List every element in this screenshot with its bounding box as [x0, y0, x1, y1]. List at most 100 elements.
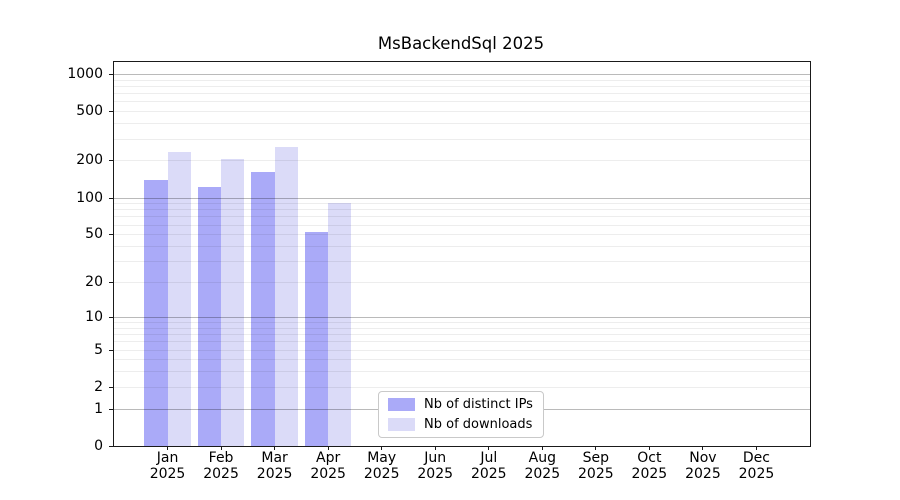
gridline-minor: [114, 138, 810, 140]
y-axis-label: 200: [76, 152, 103, 169]
x-axis-tick: [541, 446, 543, 450]
gridline-minor: [114, 216, 810, 218]
y-axis-label: 5: [94, 341, 103, 358]
y-axis-label: 1000: [67, 66, 103, 82]
bar-distinct-ips-feb: [197, 186, 222, 446]
y-axis-tick: [109, 111, 113, 113]
x-axis-tick: [167, 446, 169, 450]
gridline-minor: [114, 93, 810, 95]
legend-label-downloads: Nb of downloads: [424, 417, 533, 432]
x-axis-tick: [595, 446, 597, 450]
x-axis-label-month: May: [367, 450, 397, 466]
gridline-minor: [114, 341, 810, 343]
y-axis-tick: [109, 234, 113, 236]
x-axis-label: Jan 2025: [136, 450, 200, 482]
y-axis-tick: [109, 282, 113, 284]
y-axis-label: 20: [85, 274, 103, 291]
gridline-minor: [114, 334, 810, 336]
x-axis-label: Dec 2025: [724, 450, 788, 482]
gridline-minor: [114, 224, 810, 226]
gridline-minor: [114, 203, 810, 205]
plot-area: [113, 61, 811, 447]
x-axis-label-month: Jul: [480, 450, 498, 466]
gridline-minor: [114, 359, 810, 361]
y-axis-tick: [109, 349, 113, 351]
x-axis-label-month: Jan: [156, 450, 179, 466]
x-axis-label-month: Apr: [316, 450, 341, 466]
x-axis-label-month: Nov: [689, 450, 717, 466]
x-axis-label: Aug 2025: [510, 450, 574, 482]
x-axis-label: Oct 2025: [617, 450, 681, 482]
gridline-minor: [114, 101, 810, 103]
x-axis-label-year: 2025: [631, 465, 668, 482]
y-axis-tick: [109, 316, 113, 318]
gridline-minor: [114, 79, 810, 81]
y-axis-tick: [109, 160, 113, 162]
x-axis-tick: [434, 446, 436, 450]
y-axis-label: 10: [85, 308, 103, 325]
gridline-minor: [114, 234, 810, 236]
bar-downloads-mar: [274, 146, 298, 446]
gridline-minor: [114, 246, 810, 248]
x-axis-tick: [702, 446, 704, 450]
bar-downloads-apr: [328, 202, 352, 446]
x-axis-label: Feb 2025: [189, 450, 253, 482]
x-axis-label-month: Mar: [261, 450, 288, 466]
y-axis-tick: [109, 74, 113, 75]
x-axis-label-month: Dec: [742, 450, 770, 466]
x-axis-label: Sep 2025: [564, 450, 628, 482]
y-axis-label: 1: [94, 400, 103, 417]
x-axis-label-month: Sep: [582, 450, 610, 466]
x-axis-label-year: 2025: [363, 465, 400, 482]
x-axis-label: Jul 2025: [457, 450, 521, 482]
gridline-minor: [114, 371, 810, 373]
gridline-major: [114, 197, 810, 199]
gridline-minor: [114, 209, 810, 211]
x-axis-tick: [648, 446, 650, 450]
bar-distinct-ips-mar: [251, 172, 275, 446]
bar-distinct-ips-apr: [304, 232, 329, 446]
x-axis-label: Apr 2025: [296, 450, 360, 482]
x-axis-tick: [220, 446, 222, 450]
x-axis-label-year: 2025: [470, 465, 507, 482]
x-axis-label-year: 2025: [738, 465, 775, 482]
x-axis-label: Nov 2025: [671, 450, 735, 482]
y-axis-tick: [109, 446, 113, 447]
bar-distinct-ips-jan: [144, 179, 168, 446]
x-axis-label-year: 2025: [256, 465, 293, 482]
gridline-minor: [114, 111, 810, 113]
chart-title: MsBackendSql 2025: [377, 34, 545, 53]
gridline-minor: [114, 327, 810, 329]
gridline-minor: [114, 86, 810, 87]
gridline-minor: [114, 349, 810, 351]
y-axis-tick: [109, 408, 113, 410]
legend-label-distinct-ips: Nb of distinct IPs: [424, 397, 533, 412]
x-axis-label-month: Oct: [637, 450, 662, 466]
x-axis-label-year: 2025: [524, 465, 561, 482]
x-axis-label-month: Aug: [528, 450, 556, 466]
x-axis-tick: [488, 446, 490, 450]
gridline-major: [114, 74, 810, 75]
x-axis-label-month: Feb: [208, 450, 234, 466]
y-axis-label: 500: [76, 103, 103, 120]
y-axis-label: 2: [94, 378, 103, 395]
gridline-minor: [114, 386, 810, 388]
x-axis-label-year: 2025: [310, 465, 346, 482]
x-axis-label-year: 2025: [685, 465, 721, 482]
x-axis-label-year: 2025: [417, 465, 454, 482]
bar-downloads-jan: [167, 151, 191, 446]
x-axis-label-year: 2025: [203, 465, 239, 482]
gridline-minor: [114, 282, 810, 284]
y-axis-tick: [109, 197, 113, 199]
x-axis-tick: [274, 446, 276, 450]
x-axis-label-year: 2025: [149, 465, 186, 482]
x-axis-label-year: 2025: [578, 465, 614, 482]
gridline-minor: [114, 261, 810, 263]
x-axis-tick: [327, 446, 329, 450]
y-axis-label: 50: [85, 226, 103, 243]
legend: Nb of distinct IPs Nb of downloads: [378, 391, 544, 438]
y-axis-label: 100: [76, 189, 103, 206]
gridline-major: [114, 316, 810, 318]
x-axis-tick: [381, 446, 383, 450]
